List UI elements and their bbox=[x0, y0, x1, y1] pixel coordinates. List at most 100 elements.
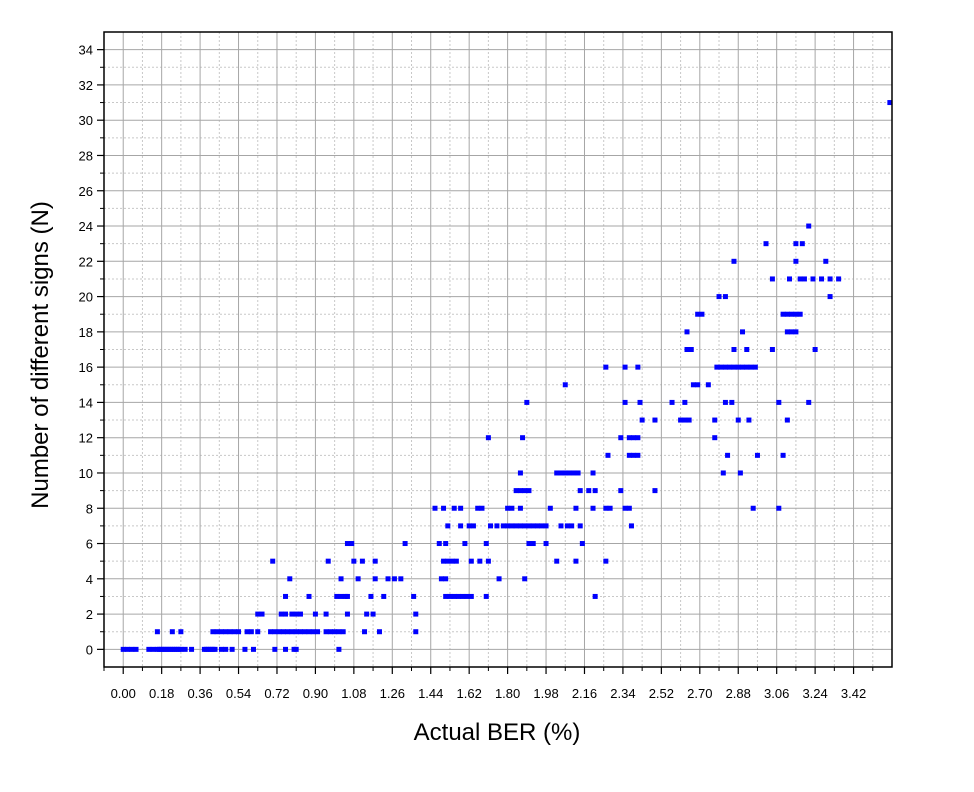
data-point bbox=[718, 364, 724, 370]
data-point bbox=[678, 417, 684, 423]
data-point bbox=[453, 558, 459, 564]
data-point bbox=[443, 593, 449, 599]
data-point bbox=[327, 629, 333, 635]
data-point bbox=[494, 523, 500, 529]
y-tick-label: 26 bbox=[79, 184, 93, 199]
data-point bbox=[231, 629, 237, 635]
data-point bbox=[699, 311, 705, 317]
data-point bbox=[485, 558, 491, 564]
data-point bbox=[801, 276, 807, 282]
data-point bbox=[789, 311, 795, 317]
data-point bbox=[283, 611, 289, 617]
data-point bbox=[310, 629, 316, 635]
data-point bbox=[445, 523, 451, 529]
data-point bbox=[283, 646, 289, 652]
data-point bbox=[827, 294, 833, 300]
data-point bbox=[302, 629, 308, 635]
data-point bbox=[468, 593, 474, 599]
data-point bbox=[359, 558, 365, 564]
data-point bbox=[441, 558, 447, 564]
x-tick-label: 1.62 bbox=[457, 686, 482, 701]
data-point bbox=[793, 311, 799, 317]
data-point bbox=[652, 417, 658, 423]
data-point bbox=[819, 276, 825, 282]
data-point bbox=[705, 382, 711, 388]
data-point bbox=[520, 435, 526, 441]
data-point bbox=[242, 646, 248, 652]
data-point bbox=[735, 364, 741, 370]
data-point bbox=[289, 629, 295, 635]
data-point bbox=[695, 311, 701, 317]
data-point bbox=[283, 593, 289, 599]
data-point bbox=[577, 488, 583, 494]
data-point bbox=[652, 488, 658, 494]
data-point bbox=[441, 505, 447, 511]
data-point bbox=[411, 593, 417, 599]
data-point bbox=[786, 276, 792, 282]
data-point bbox=[635, 435, 641, 441]
data-point bbox=[306, 629, 312, 635]
data-point bbox=[746, 417, 752, 423]
x-tick-label: 1.98 bbox=[533, 686, 558, 701]
data-point bbox=[750, 505, 756, 511]
data-point bbox=[573, 558, 579, 564]
data-point bbox=[133, 646, 139, 652]
x-tick-label: 1.26 bbox=[380, 686, 405, 701]
data-point bbox=[539, 523, 545, 529]
data-point bbox=[297, 629, 303, 635]
data-point bbox=[797, 311, 803, 317]
data-point bbox=[385, 576, 391, 582]
data-point bbox=[744, 364, 750, 370]
data-point bbox=[272, 629, 278, 635]
data-point bbox=[752, 364, 758, 370]
data-point bbox=[530, 523, 536, 529]
data-point bbox=[562, 382, 568, 388]
data-point bbox=[735, 417, 741, 423]
data-point bbox=[543, 523, 549, 529]
x-tick-label: 0.18 bbox=[149, 686, 174, 701]
data-point bbox=[276, 629, 282, 635]
y-tick-label: 10 bbox=[79, 466, 93, 481]
data-point bbox=[268, 629, 274, 635]
data-point bbox=[297, 611, 303, 617]
data-point bbox=[344, 593, 350, 599]
data-point bbox=[477, 558, 483, 564]
data-point bbox=[793, 329, 799, 335]
data-point bbox=[603, 505, 609, 511]
data-point bbox=[460, 593, 466, 599]
data-point bbox=[223, 646, 229, 652]
x-tick-label: 0.36 bbox=[187, 686, 212, 701]
data-point bbox=[603, 364, 609, 370]
data-point bbox=[669, 399, 675, 405]
data-point bbox=[731, 347, 737, 352]
data-point bbox=[368, 593, 374, 599]
data-point bbox=[722, 294, 728, 300]
data-point bbox=[547, 505, 553, 511]
data-point bbox=[887, 100, 893, 106]
data-point bbox=[522, 488, 528, 494]
data-point bbox=[468, 558, 474, 564]
data-point bbox=[780, 311, 786, 317]
data-point bbox=[784, 329, 790, 335]
x-tick-label: 1.44 bbox=[418, 686, 443, 701]
data-point bbox=[631, 452, 637, 458]
data-point bbox=[517, 488, 523, 494]
data-point bbox=[458, 505, 464, 511]
x-tick-label: 2.70 bbox=[687, 686, 712, 701]
data-point bbox=[592, 488, 598, 494]
data-point bbox=[712, 435, 718, 441]
data-point bbox=[517, 505, 523, 511]
data-point bbox=[530, 541, 536, 547]
data-point bbox=[458, 523, 464, 529]
x-tick-label: 3.42 bbox=[841, 686, 866, 701]
data-point bbox=[799, 241, 805, 247]
data-point bbox=[682, 399, 688, 405]
y-tick-label: 30 bbox=[79, 113, 93, 128]
data-point bbox=[355, 576, 361, 582]
data-point bbox=[725, 452, 731, 458]
y-tick-label: 22 bbox=[79, 254, 93, 269]
data-point bbox=[571, 470, 577, 476]
data-point bbox=[293, 611, 299, 617]
data-point bbox=[285, 629, 291, 635]
data-point bbox=[483, 593, 489, 599]
